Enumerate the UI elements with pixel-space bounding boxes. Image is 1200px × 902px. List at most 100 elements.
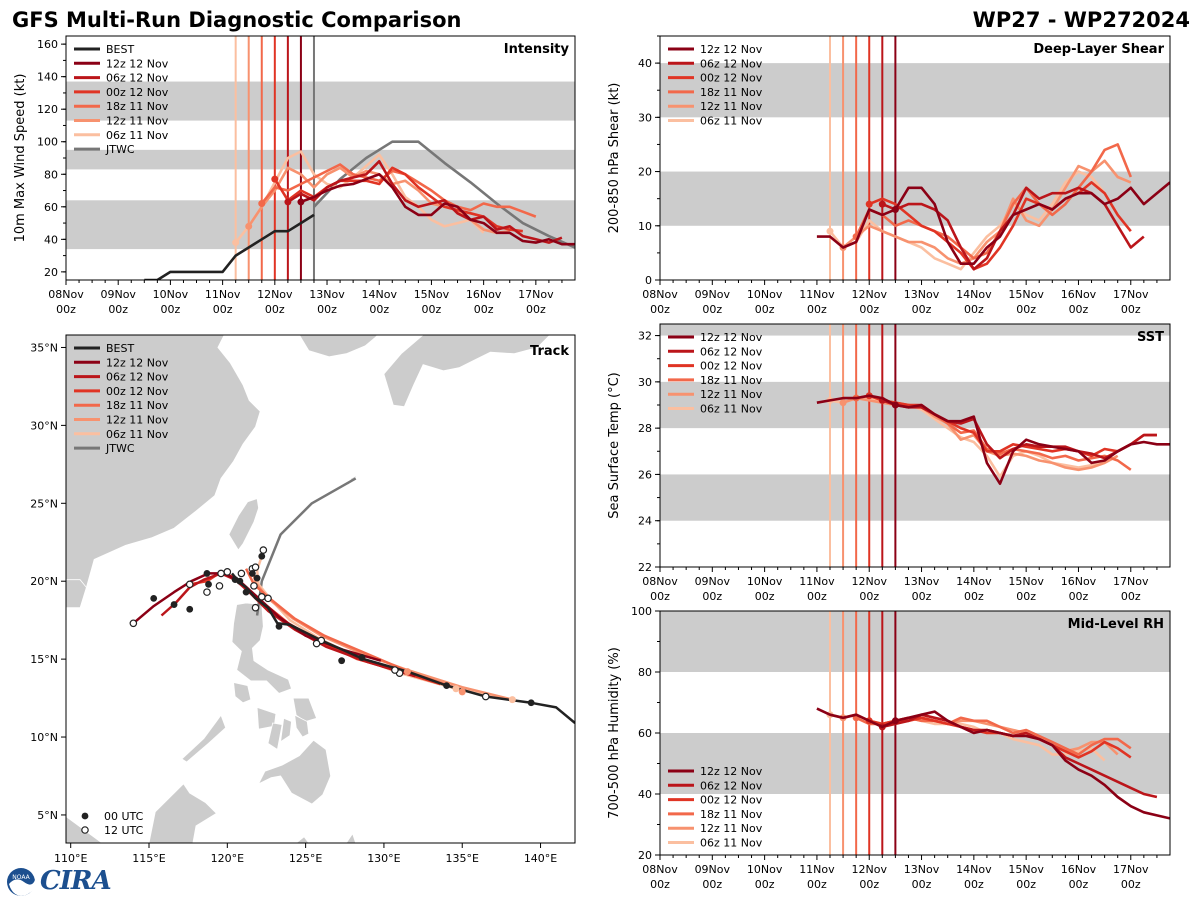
marker-00utc-14: [170, 601, 178, 608]
noaa-icon: NOAA: [7, 868, 35, 896]
land-japan: [383, 335, 551, 408]
track-12z-11-nov: [251, 568, 513, 701]
marker-12utc-11: [223, 568, 232, 576]
intensity-init-point-06z-12-nov: [284, 198, 292, 206]
shear-xtick-day-24: 09Nov: [695, 288, 731, 301]
track-dot-06z-11-nov-1: [452, 685, 460, 693]
shear-xtick-hr-24: 00z: [702, 303, 722, 316]
rh-xtick-hr-144: 00z: [964, 878, 984, 891]
noaa-cira-logo: NOAA: [4, 866, 116, 898]
sst-xtick-day-168: 15Nov: [1008, 575, 1044, 588]
shear-xtick-hr-192: 00z: [1069, 303, 1089, 316]
shear-legend-label-12z-12-nov: 12z 12 Nov: [700, 43, 763, 56]
track-legend-label-06z-11-nov: 06z 11 Nov: [106, 428, 169, 441]
shear-init-point-12z-12-nov: [891, 206, 899, 214]
sst-legend-label-06z-12-nov: 06z 12 Nov: [700, 345, 763, 358]
intensity-series-06z-12-nov: [287, 160, 563, 244]
intensity-xtick-hr-144: 00z: [369, 303, 389, 316]
sst-xtick-day-0: 08Nov: [642, 575, 678, 588]
intensity-xtick-hr-24: 00z: [108, 303, 128, 316]
figure-title: GFS Multi-Run Diagnostic Comparison: [12, 8, 461, 32]
sst-ylabel: Sea Surface Temp (°C): [607, 372, 622, 519]
marker-12utc-16: [251, 603, 260, 612]
land-china: [66, 335, 261, 604]
shear-xtick-day-0: 08Nov: [642, 288, 678, 301]
land-sulawesi: [295, 836, 310, 843]
land-palawan: [181, 714, 227, 763]
shear-init-point-06z-12-nov: [878, 200, 886, 208]
sst-band-2: [660, 324, 1170, 336]
rh-ytick-label-100: 100: [631, 605, 652, 618]
track-ytick-label-10: 10°N: [30, 731, 58, 744]
marker-00utc-1: [443, 682, 450, 690]
shear-init-point-00z-12-nov: [865, 200, 873, 208]
intensity-legend-label-12z-12-nov: 12z 12 Nov: [106, 57, 169, 70]
intensity-legend-label-06z-11-nov: 06z 11 Nov: [106, 129, 169, 142]
land-mindoro: [233, 681, 252, 704]
shear-xtick-hr-168: 00z: [1016, 303, 1036, 316]
intensity-xtick-hr-216: 00z: [526, 303, 546, 316]
intensity-xtick-day-72: 11Nov: [205, 288, 241, 301]
shear-ytick-label-20: 20: [638, 166, 652, 179]
track-ytick-label-15: 15°N: [30, 653, 58, 666]
rh-ytick-label-80: 80: [638, 666, 652, 679]
marker-12utc-10: [251, 563, 260, 571]
shear-xtick-hr-120: 00z: [912, 303, 932, 316]
marker-12utc-17: [237, 569, 246, 578]
intensity-ytick-label-120: 120: [37, 103, 58, 116]
marker-00utc-2: [358, 654, 366, 661]
intensity-series-12z-12-nov: [300, 173, 575, 246]
intensity-legend-label-18z-11-nov: 18z 11 Nov: [106, 100, 169, 113]
marker-12utc-9: [259, 546, 268, 554]
marker-00utc-12: [150, 594, 158, 602]
shear-xtick-hr-72: 00z: [807, 303, 827, 316]
rh-band-0: [660, 733, 1170, 794]
rh-legend-label-06z-12-nov: 06z 12 Nov: [700, 779, 763, 792]
track-legend-label-00utc: 00 UTC: [104, 810, 144, 823]
sst-xtick-hr-192: 00z: [1069, 590, 1089, 603]
intensity-panel-title: Intensity: [504, 42, 570, 57]
rh-legend-label-18z-11-nov: 18z 11 Nov: [700, 808, 763, 821]
intensity-band-2: [66, 81, 575, 121]
sst-legend-label-12z-12-nov: 12z 12 Nov: [700, 331, 763, 344]
marker-12utc-12: [217, 569, 225, 578]
land-samar: [292, 697, 318, 722]
rh-legend-label-12z-12-nov: 12z 12 Nov: [700, 765, 763, 778]
marker-12utc-0: [481, 692, 490, 701]
shear-panel-title: Deep-Layer Shear: [1033, 42, 1164, 57]
rh-xtick-day-144: 14Nov: [956, 863, 992, 876]
shear-series-00z-12-nov: [868, 181, 1132, 271]
intensity-init-point-18z-11-nov: [258, 200, 266, 208]
track-ytick-label-25: 25°N: [30, 497, 58, 510]
cira-wordmark: CIRA: [40, 866, 112, 896]
shear-series-12z-11-nov: [842, 159, 1132, 266]
sst-xtick-day-48: 10Nov: [747, 575, 783, 588]
track-legend-label-18z-11-nov: 18z 11 Nov: [106, 399, 169, 412]
sst-init-point-12z-11-nov: [839, 399, 847, 407]
rh-legend-label-00z-12-nov: 00z 12 Nov: [700, 794, 763, 807]
sst-ytick-label-24: 24: [638, 515, 652, 528]
marker-00utc-8: [258, 552, 266, 560]
intensity-series-jtwc: [313, 140, 575, 249]
shear-legend-label-12z-11-nov: 12z 11 Nov: [700, 100, 763, 113]
sst-xtick-hr-120: 00z: [912, 590, 932, 603]
intensity-ytick-label-160: 160: [37, 38, 58, 51]
rh-xtick-day-192: 16Nov: [1061, 863, 1097, 876]
marker-00utc-3: [338, 657, 346, 665]
rh-xtick-day-0: 08Nov: [642, 863, 678, 876]
track-legend-marker-00utc: [81, 812, 89, 820]
intensity-xtick-day-48: 10Nov: [153, 288, 189, 301]
land-negros: [267, 722, 283, 751]
track-ytick-label-35: 35°N: [30, 341, 58, 354]
sst-ytick-label-26: 26: [638, 468, 652, 481]
marker-12utc-6: [257, 592, 266, 601]
sst-xtick-hr-0: 00z: [650, 590, 670, 603]
land-taiwan: [228, 498, 260, 551]
rh-xtick-hr-168: 00z: [1016, 878, 1036, 891]
shear-xtick-hr-0: 00z: [650, 303, 670, 316]
sst-plot-area: [816, 324, 1170, 567]
land-mindanao: [257, 739, 332, 805]
land-sabah: [148, 783, 218, 843]
rh-ytick-label-60: 60: [638, 727, 652, 740]
sst-xtick-hr-168: 00z: [1016, 590, 1036, 603]
